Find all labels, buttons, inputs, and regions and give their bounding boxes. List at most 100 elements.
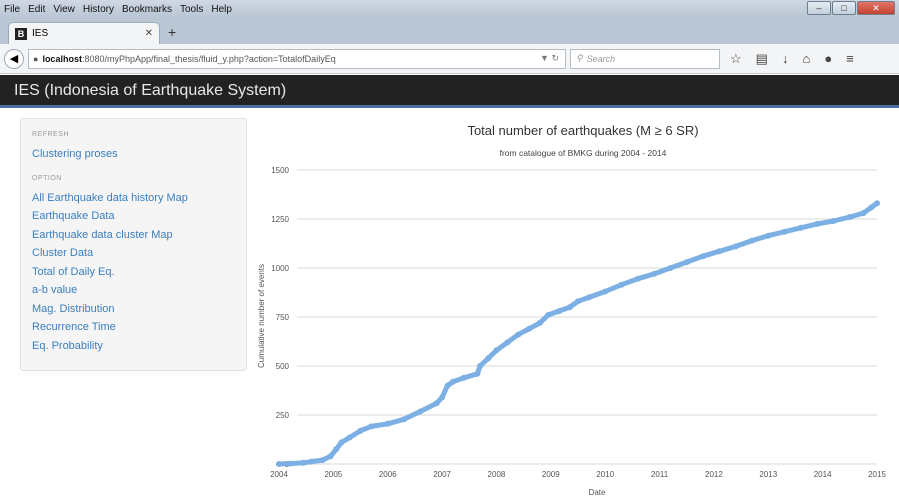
data-point[interactable] xyxy=(874,200,880,207)
sidebar-item-eq-cluster-map[interactable]: Earthquake data cluster Map xyxy=(32,228,173,241)
sidebar-item-cluster-data[interactable]: Cluster Data xyxy=(32,247,94,259)
app-title[interactable]: IES (Indonesia of Earthquake System) xyxy=(14,82,287,99)
sidebar-item-earthquake-data[interactable]: Earthquake Data xyxy=(32,210,115,222)
data-point[interactable] xyxy=(667,265,674,271)
new-tab-button[interactable]: + xyxy=(168,24,177,40)
data-point[interactable] xyxy=(651,270,658,277)
download-arrow-icon[interactable]: ↓ xyxy=(781,50,789,66)
data-point[interactable] xyxy=(417,408,424,415)
menu-view[interactable]: View xyxy=(53,3,75,15)
data-point[interactable] xyxy=(556,308,562,315)
data-point[interactable] xyxy=(384,420,391,427)
data-point[interactable] xyxy=(846,214,853,220)
data-point[interactable] xyxy=(493,347,500,354)
x-tick-label: 2004 xyxy=(270,470,288,479)
data-point[interactable] xyxy=(602,288,609,295)
data-point[interactable] xyxy=(683,259,690,266)
data-point[interactable] xyxy=(450,378,456,385)
data-point[interactable] xyxy=(830,218,837,224)
data-point[interactable] xyxy=(319,457,326,464)
data-point[interactable] xyxy=(357,427,364,434)
reload-icon[interactable]: ▼ ↻ xyxy=(540,53,559,63)
search-input[interactable]: ⚲ Search xyxy=(570,48,720,69)
data-point[interactable] xyxy=(477,363,484,369)
data-point[interactable] xyxy=(585,294,592,301)
data-point[interactable] xyxy=(474,370,481,377)
data-point[interactable] xyxy=(732,243,739,250)
menu-edit[interactable]: Edit xyxy=(28,3,46,15)
browser-tab[interactable]: B IES ✕ xyxy=(8,22,160,44)
data-point[interactable] xyxy=(433,400,440,407)
bookmark-star-icon[interactable]: ☆ xyxy=(730,50,742,66)
data-point[interactable] xyxy=(700,253,706,260)
y-tick-label: 250 xyxy=(276,411,290,420)
window-controls: – □ ✕ xyxy=(807,1,895,15)
data-point[interactable] xyxy=(308,458,315,465)
home-icon[interactable]: ⌂ xyxy=(802,50,811,66)
menu-bookmarks[interactable]: Bookmarks xyxy=(121,3,172,15)
chat-icon[interactable]: ● xyxy=(824,50,833,66)
data-point[interactable] xyxy=(716,248,723,255)
data-point[interactable] xyxy=(526,325,533,332)
minimize-button[interactable]: – xyxy=(807,1,831,15)
data-point[interactable] xyxy=(346,434,353,441)
menu-help[interactable]: Help xyxy=(211,3,232,15)
x-tick-label: 2007 xyxy=(433,470,451,479)
data-point[interactable] xyxy=(368,423,375,430)
sidebar-item-clustering-proses[interactable]: Clustering proses xyxy=(32,148,118,160)
y-axis-label: Cumulative number of events xyxy=(257,264,266,368)
data-point[interactable] xyxy=(333,446,340,453)
data-point[interactable] xyxy=(797,224,804,231)
data-point[interactable] xyxy=(868,204,875,211)
data-point[interactable] xyxy=(575,298,581,305)
data-point[interactable] xyxy=(327,453,334,460)
data-point[interactable] xyxy=(401,416,407,423)
data-point[interactable] xyxy=(439,394,446,401)
data-point[interactable] xyxy=(634,275,641,282)
back-arrow-icon[interactable]: ◀ xyxy=(4,48,24,69)
address-bar[interactable]: ● localhost :8080/myPhpApp/final_thesis/… xyxy=(28,48,566,69)
menu-history[interactable]: History xyxy=(82,3,114,15)
data-point[interactable] xyxy=(536,319,543,326)
toolbar-icons: ☆ ▤ ↓ ⌂ ● ≡ xyxy=(730,51,854,67)
close-tab-icon[interactable]: ✕ xyxy=(144,28,153,39)
sidebar-item-total-daily-eq[interactable]: Total of Daily Eq. xyxy=(32,265,115,278)
data-point[interactable] xyxy=(444,382,451,389)
clipboard-icon[interactable]: ▤ xyxy=(755,50,768,66)
search-icon: ⚲ xyxy=(576,53,583,63)
data-point[interactable] xyxy=(545,312,552,318)
data-point[interactable] xyxy=(814,220,821,227)
x-tick-label: 2005 xyxy=(324,470,342,479)
sidebar-item-all-eq-history-map[interactable]: All Earthquake data history Map xyxy=(32,191,188,204)
menu-file[interactable]: File xyxy=(4,3,21,15)
y-tick-label: 1000 xyxy=(271,264,289,273)
data-point[interactable] xyxy=(566,304,573,311)
data-point[interactable] xyxy=(765,232,772,239)
data-point[interactable] xyxy=(338,439,345,446)
maximize-button[interactable]: □ xyxy=(832,1,856,15)
chart-title: Total number of earthquakes (M ≥ 6 SR) xyxy=(467,123,698,138)
data-point[interactable] xyxy=(485,355,492,362)
data-point[interactable] xyxy=(300,459,307,466)
sidebar-item-eq-probability[interactable]: Eq. Probability xyxy=(32,339,103,352)
data-point[interactable] xyxy=(515,331,522,338)
menu-hamburger-icon[interactable]: ≡ xyxy=(846,50,854,66)
data-point[interactable] xyxy=(460,374,467,381)
tab-title: IES xyxy=(32,28,49,39)
data-point[interactable] xyxy=(276,461,282,467)
sidebar-item-mag-distribution[interactable]: Mag. Distribution xyxy=(32,302,115,315)
data-point[interactable] xyxy=(504,339,511,346)
sidebar-item-ab-value[interactable]: a-b value xyxy=(32,284,78,296)
menu-tools[interactable]: Tools xyxy=(180,3,204,15)
data-point[interactable] xyxy=(618,281,625,288)
x-tick-label: 2008 xyxy=(488,470,506,479)
close-window-button[interactable]: ✕ xyxy=(857,1,895,15)
data-point[interactable] xyxy=(860,210,867,217)
data-point[interactable] xyxy=(749,237,755,244)
sidebar-item-recurrence-time[interactable]: Recurrence Time xyxy=(32,321,116,333)
data-point[interactable] xyxy=(286,460,293,467)
url-host: localhost xyxy=(42,53,82,64)
chart-container: Total number of earthquakes (M ≥ 6 SR) f… xyxy=(253,118,893,498)
x-tick-label: 2011 xyxy=(651,470,669,479)
data-point[interactable] xyxy=(781,228,788,235)
